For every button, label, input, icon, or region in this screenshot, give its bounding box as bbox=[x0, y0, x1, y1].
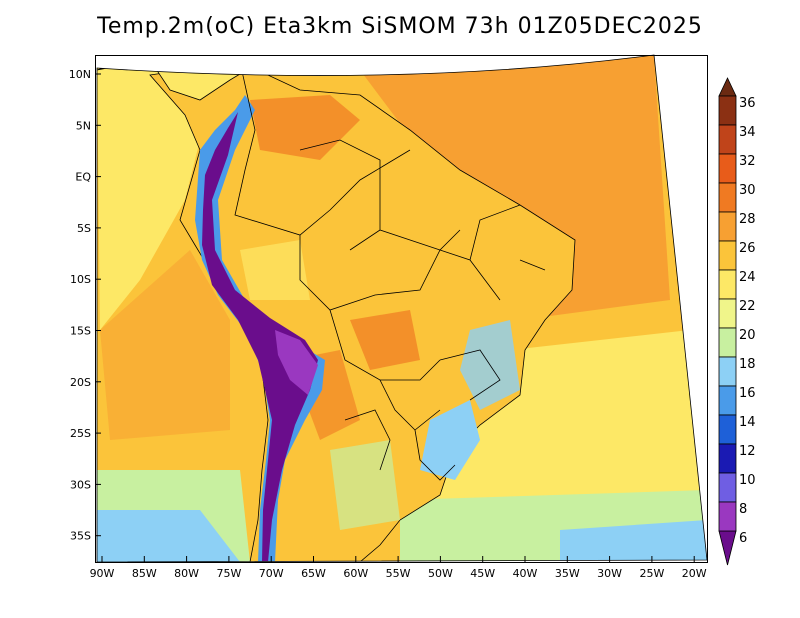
lat-label: 25S bbox=[70, 427, 91, 440]
lon-label: 65W bbox=[301, 567, 326, 580]
colorbar-label: 6 bbox=[739, 531, 747, 546]
colorbar-label: 18 bbox=[739, 357, 756, 372]
colorbar-label: 22 bbox=[739, 299, 756, 314]
south-america-land bbox=[149, 61, 576, 562]
colorbar-min-arrow bbox=[718, 530, 737, 566]
colorbar-label: 8 bbox=[739, 502, 747, 517]
far-south-atlantic-cool bbox=[560, 520, 707, 562]
lon-label: 20W bbox=[682, 567, 707, 580]
latitude-axis: 10N 5N EQ 5S 10S 15S 20S 25S 30S 35S bbox=[69, 68, 101, 543]
lon-label: 80W bbox=[174, 567, 199, 580]
lon-label: 30W bbox=[597, 567, 622, 580]
lat-label: 5S bbox=[77, 222, 91, 235]
andes-coldest-core bbox=[202, 112, 318, 562]
border-brazil-states-north bbox=[299, 139, 441, 251]
map-field bbox=[97, 55, 707, 562]
colorbar-segment bbox=[718, 443, 737, 474]
lat-label: 35S bbox=[70, 530, 91, 543]
colorbar-label: 28 bbox=[739, 212, 756, 227]
lon-label: 75W bbox=[216, 567, 241, 580]
colorbar-label: 26 bbox=[739, 241, 756, 256]
lon-label: 70W bbox=[259, 567, 284, 580]
border-argentina-brazil bbox=[414, 429, 456, 481]
colorbar-segment bbox=[718, 240, 737, 271]
colorbar-segment bbox=[718, 269, 737, 300]
lat-label: 15S bbox=[70, 325, 91, 338]
colorbar-segment bbox=[718, 327, 737, 358]
map-title: Temp.2m(oC) Eta3km SiSMOM 73h 01Z05DEC20… bbox=[97, 14, 703, 39]
colorbar-label: 16 bbox=[739, 386, 756, 401]
colorbar-label: 32 bbox=[739, 154, 756, 169]
border-argentina-north bbox=[344, 409, 391, 471]
colorbar-label: 30 bbox=[739, 183, 756, 198]
colorbar-segment bbox=[718, 211, 737, 242]
colorbar-segment bbox=[718, 472, 737, 503]
colorbar-label: 36 bbox=[739, 96, 756, 111]
lon-label: 45W bbox=[470, 567, 495, 580]
pacific-north-band bbox=[97, 60, 220, 330]
colorbar-segment bbox=[718, 153, 737, 184]
colorbar-label: 24 bbox=[739, 270, 756, 285]
colorbar-segment bbox=[718, 356, 737, 387]
colorbar-segment bbox=[718, 182, 737, 213]
colorbar-label: 10 bbox=[739, 473, 756, 488]
lon-label: 60W bbox=[343, 567, 368, 580]
colorbar-label: 34 bbox=[739, 125, 756, 140]
lat-label: 10S bbox=[70, 273, 91, 286]
colorbar-label: 14 bbox=[739, 415, 756, 430]
map-frame bbox=[95, 55, 708, 563]
map-domain-outline bbox=[96, 54, 708, 563]
lat-label: 10N bbox=[69, 68, 91, 81]
colorbar-segment bbox=[718, 414, 737, 445]
altiplano-cold bbox=[275, 330, 318, 395]
lon-label: 25W bbox=[639, 567, 664, 580]
cool-patch-south-brazil bbox=[420, 400, 480, 480]
colorbar-label: 20 bbox=[739, 328, 756, 343]
lon-label: 55W bbox=[386, 567, 411, 580]
colorbar-segment bbox=[718, 501, 737, 532]
far-south-pacific-cool bbox=[97, 510, 240, 562]
political-borders bbox=[234, 61, 546, 481]
pacific-mid-field bbox=[100, 250, 230, 440]
border-paraguay bbox=[379, 379, 441, 431]
longitude-axis: 90W 85W 80W 75W 70W 65W 60W 55W 50W 45W 40W 35W 30W 2… bbox=[90, 556, 707, 580]
lat-label: 20S bbox=[70, 376, 91, 389]
colorbar-label: 12 bbox=[739, 444, 756, 459]
lat-label: 5N bbox=[76, 119, 91, 132]
lon-label: 40W bbox=[513, 567, 538, 580]
border-colombia-venezuela bbox=[234, 61, 411, 236]
colorbar-segment bbox=[718, 385, 737, 416]
lat-label: 30S bbox=[70, 478, 91, 491]
atlantic-warm-belt bbox=[360, 55, 670, 320]
temperature-colorbar: 6 8 10 12 14 16 18 20 22 24 26 28 30 32 34 36 bbox=[718, 77, 756, 566]
border-brazil-states-south bbox=[439, 349, 501, 401]
mild-patch-west bbox=[240, 240, 310, 300]
colorbar-segment bbox=[718, 124, 737, 155]
colorbar-max-arrow bbox=[718, 77, 737, 97]
warm-patch-central bbox=[350, 310, 420, 370]
lat-label: EQ bbox=[75, 171, 91, 184]
colorbar-segment bbox=[718, 95, 737, 126]
lon-label: 90W bbox=[90, 567, 115, 580]
colorbar-segment bbox=[718, 298, 737, 329]
lon-label: 35W bbox=[555, 567, 580, 580]
border-brazil-states-east bbox=[439, 204, 546, 301]
mild-patch-argentina bbox=[330, 440, 400, 530]
lon-label: 85W bbox=[132, 567, 157, 580]
warm-patch-north bbox=[250, 95, 360, 160]
lon-label: 50W bbox=[428, 567, 453, 580]
